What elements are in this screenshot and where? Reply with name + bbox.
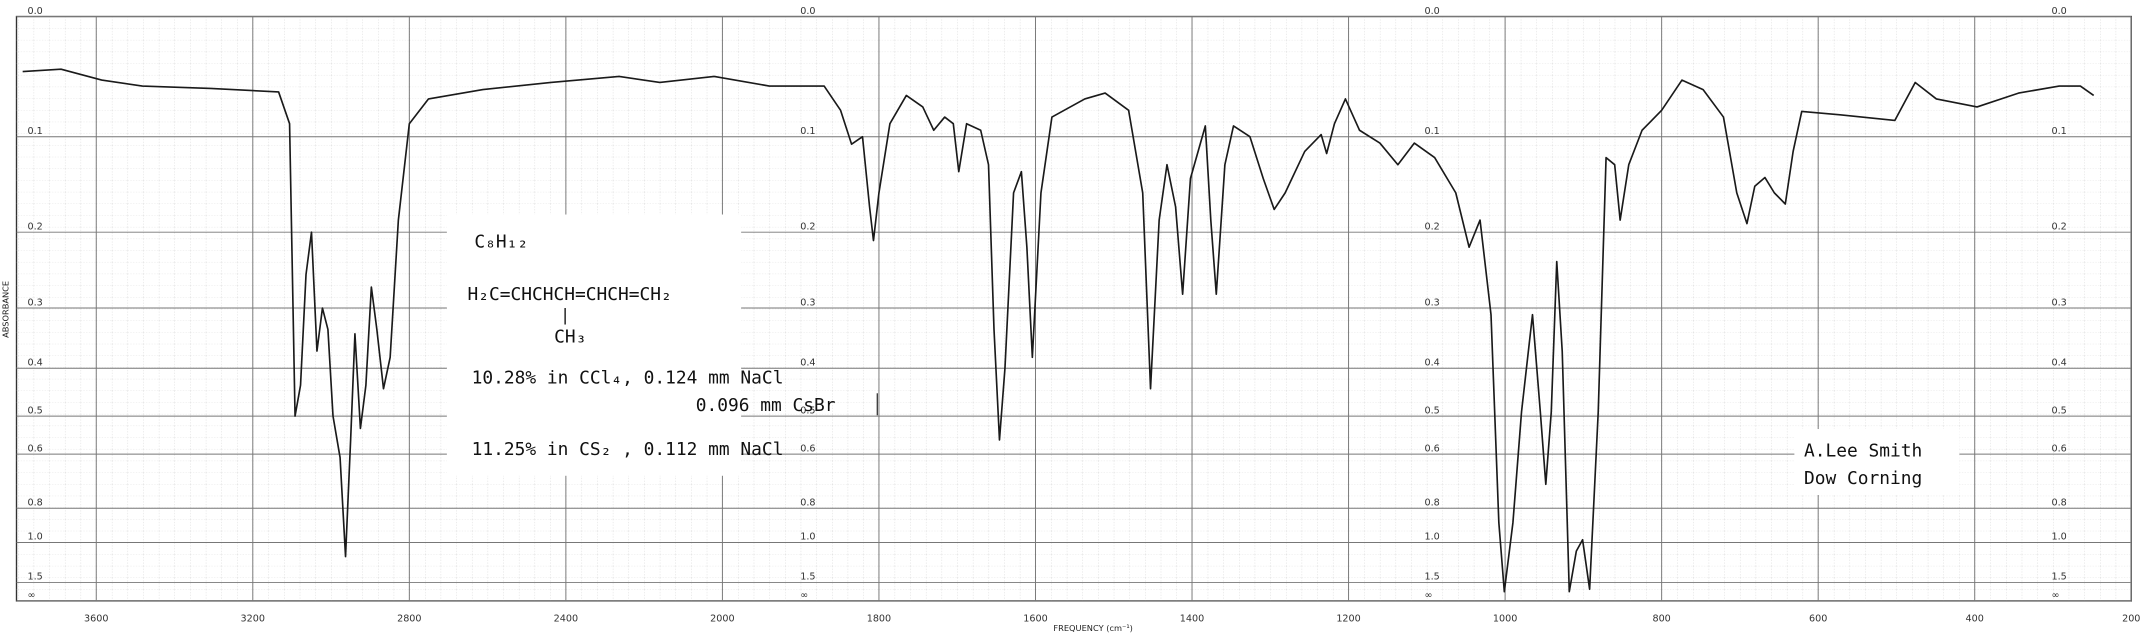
sample-note: 10.28% in CCl₄, 0.124 mm NaCl xyxy=(472,368,784,389)
affiliation: Dow Corning xyxy=(1804,468,1922,489)
x-tick-label: 1200 xyxy=(1336,614,1360,625)
sample-note: 11.25% in CS₂ , 0.112 mm NaCl xyxy=(472,439,784,460)
y-tick-label: 1.5 xyxy=(800,572,815,583)
y-tick-label: 0.3 xyxy=(28,297,43,308)
x-tick-label: 600 xyxy=(1809,614,1827,625)
sample-note: 0.096 mm CsBr xyxy=(696,395,836,416)
y-tick-label: 0.2 xyxy=(2052,221,2067,232)
structure: H₂C=CHCHCH=CHCH=CH₂ xyxy=(468,284,672,305)
y-tick-label: 0.1 xyxy=(1425,126,1440,137)
x-tick-label: 1600 xyxy=(1023,614,1047,625)
minor-grid xyxy=(16,16,2132,601)
y-tick-label: 1.0 xyxy=(2052,532,2067,543)
y-axis-title: ABSORBANCE xyxy=(0,281,10,338)
formula: C₈H₁₂ xyxy=(474,232,528,253)
y-tick-label: ∞ xyxy=(1425,590,1433,601)
y-tick-label: 0.6 xyxy=(28,443,43,454)
spectrum xyxy=(22,68,2095,593)
y-tick-label: 0.8 xyxy=(1425,498,1440,509)
y-tick-label: ∞ xyxy=(800,590,808,601)
y-tick-label: 0.5 xyxy=(800,405,815,416)
x-tick-label: 800 xyxy=(1652,614,1670,625)
y-tick-label: 0.5 xyxy=(1425,405,1440,416)
note-box xyxy=(446,214,742,476)
y-tick-label: 0.1 xyxy=(800,126,815,137)
y-tick-label: 0.6 xyxy=(2052,443,2067,454)
y-tick-label: 0.0 xyxy=(28,6,43,17)
y-tick-label: ∞ xyxy=(2052,590,2060,601)
x-axis-title: FREQUENCY (cm⁻¹) xyxy=(1053,623,1133,633)
y-tick-label: 0.4 xyxy=(1425,358,1440,369)
y-tick-label: 0.3 xyxy=(1425,297,1440,308)
y-tick-label: 0.6 xyxy=(1425,443,1440,454)
x-tick-label: 3200 xyxy=(241,614,265,625)
y-tick-label: 0.4 xyxy=(28,358,43,369)
y-tick-label: 1.5 xyxy=(2052,572,2067,583)
y-tick-label: 0.3 xyxy=(2052,297,2067,308)
x-tick-label: 3600 xyxy=(84,614,108,625)
y-tick-label: 0.2 xyxy=(800,221,815,232)
branch: CH₃ xyxy=(554,326,586,347)
x-tick-label: 1000 xyxy=(1493,614,1517,625)
y-tick-label: 0.2 xyxy=(28,221,43,232)
y-tick-label: 0.8 xyxy=(28,498,43,509)
y-tick-label: ∞ xyxy=(28,590,36,601)
x-tick-label: 1400 xyxy=(1180,614,1204,625)
y-tick-label: 0.1 xyxy=(28,126,43,137)
y-tick-label: 1.5 xyxy=(28,572,43,583)
y-tick-label: 0.8 xyxy=(2052,498,2067,509)
tick-labels: 3600 3200 2800 2400 2000 1800 1600 1400 1200 1000… xyxy=(28,6,2141,625)
y-tick-label: 0.4 xyxy=(2052,358,2067,369)
y-tick-label: 0.8 xyxy=(800,498,815,509)
x-tick-label: 2000 xyxy=(710,614,734,625)
x-tick-label: 1800 xyxy=(867,614,891,625)
y-tick-label: 0.3 xyxy=(800,297,815,308)
y-tick-label: 1.0 xyxy=(28,532,43,543)
y-tick-label: 0.0 xyxy=(2052,6,2067,17)
y-tick-label: 0.0 xyxy=(800,6,815,17)
y-tick-label: 1.0 xyxy=(800,532,815,543)
y-tick-label: 0.2 xyxy=(1425,221,1440,232)
author: A.Lee Smith xyxy=(1804,441,1922,462)
y-tick-label: 0.0 xyxy=(1425,6,1440,17)
x-tick-label: 200 xyxy=(2122,614,2140,625)
x-tick-label: 2400 xyxy=(554,614,578,625)
y-tick-label: 0.4 xyxy=(800,358,815,369)
y-tick-label: 0.5 xyxy=(28,405,43,416)
y-tick-label: 1.0 xyxy=(1425,532,1440,543)
y-tick-label: 1.5 xyxy=(1425,572,1440,583)
author-box xyxy=(1794,429,1960,496)
y-tick-label: 0.1 xyxy=(2052,126,2067,137)
y-tick-label: 0.6 xyxy=(800,443,815,454)
y-tick-label: 0.5 xyxy=(2052,405,2067,416)
x-tick-label: 2800 xyxy=(397,614,421,625)
spectrum-line xyxy=(22,68,2095,593)
x-tick-label: 400 xyxy=(1966,614,1984,625)
